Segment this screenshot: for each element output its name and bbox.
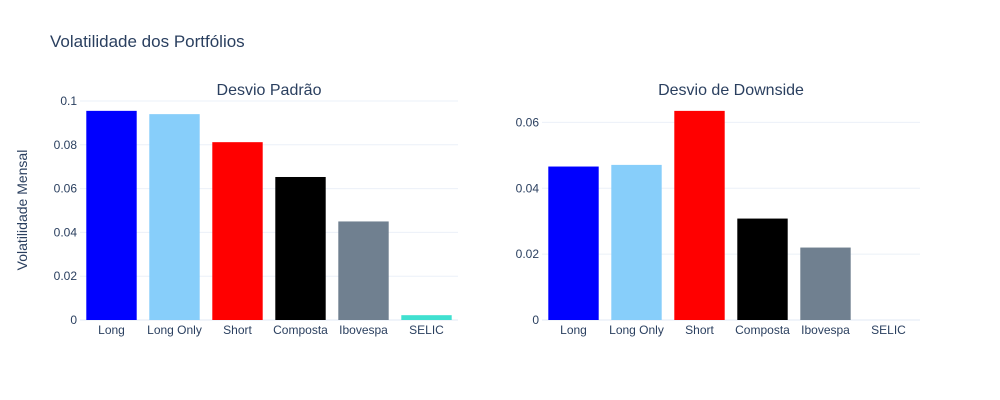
y-tick-label: 0.08 xyxy=(54,138,78,152)
chart-panel-downside-dev: 0 0.02 0.04 0.06 Long Long Only Short Composta I… xyxy=(516,82,920,337)
y-tick-label: 0.06 xyxy=(516,115,540,129)
bar-long-only[interactable] xyxy=(611,164,662,320)
chart-panel-std-dev: 0 0.02 0.04 0.06 0.08 0.1 Long Long Only Short Co… xyxy=(54,82,458,337)
bar-ibovespa[interactable] xyxy=(338,221,389,320)
x-tick-label: Long xyxy=(98,323,125,337)
y-tick-label: 0.02 xyxy=(54,269,78,283)
y-tick-label: 0 xyxy=(70,313,77,327)
bar-long[interactable] xyxy=(548,166,599,320)
x-tick-label: Long Only xyxy=(147,323,202,337)
x-tick-label: SELIC xyxy=(871,323,906,337)
bar-ibovespa[interactable] xyxy=(800,247,851,320)
bar-composta[interactable] xyxy=(275,176,326,320)
x-tick-label: Ibovespa xyxy=(801,323,850,337)
subplot-title: Desvio Padrão xyxy=(217,82,322,99)
y-tick-label: 0 xyxy=(532,313,539,327)
x-tick-label: Long xyxy=(560,323,587,337)
x-tick-label: SELIC xyxy=(409,323,444,337)
x-tick-label: Short xyxy=(223,323,252,337)
bar-selic[interactable] xyxy=(401,315,452,320)
y-tick-label: 0.1 xyxy=(60,94,77,108)
y-tick-label: 0.04 xyxy=(54,225,78,239)
bar-short[interactable] xyxy=(674,110,725,320)
x-tick-label: Composta xyxy=(735,323,790,337)
figure-title: Volatilidade dos Portfólios xyxy=(50,32,245,51)
x-tick-label: Ibovespa xyxy=(339,323,388,337)
y-tick-label: 0.02 xyxy=(516,247,540,261)
bar-composta[interactable] xyxy=(737,218,788,320)
subplot-title: Desvio de Downside xyxy=(658,82,804,99)
bar-short[interactable] xyxy=(212,142,263,320)
x-tick-label: Composta xyxy=(273,323,328,337)
y-axis-label: Volatilidade Mensal xyxy=(14,150,30,271)
x-tick-label: Short xyxy=(685,323,714,337)
y-tick-label: 0.04 xyxy=(516,181,540,195)
y-tick-label: 0.06 xyxy=(54,182,78,196)
bar-long[interactable] xyxy=(86,110,137,320)
x-tick-label: Long Only xyxy=(609,323,664,337)
bar-long-only[interactable] xyxy=(149,114,200,320)
